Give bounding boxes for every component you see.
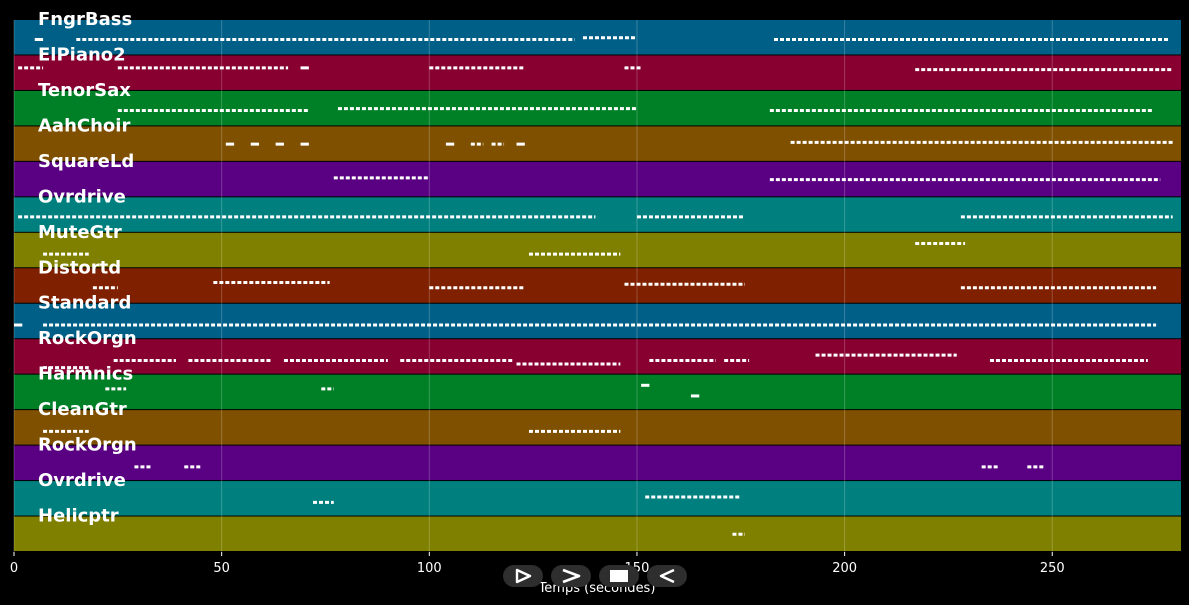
track-label: RockOrgn [38, 435, 137, 456]
track-label: FngrBass [38, 9, 132, 30]
x-tick-label: 50 [213, 561, 230, 576]
track-lane [14, 481, 1181, 516]
x-tick-label: 250 [1040, 561, 1065, 576]
track-lane [14, 410, 1181, 445]
play-icon [515, 568, 532, 584]
stop-button[interactable] [599, 565, 639, 587]
track-label: Ovrdrive [38, 470, 126, 491]
track-lane [14, 445, 1181, 481]
stop-icon [610, 570, 628, 582]
track-label: TenorSax [38, 80, 131, 101]
track-label: SquareLd [38, 151, 134, 172]
x-axis: 0 50 100 150 200 250 [10, 552, 1065, 576]
x-tick-label: 200 [832, 561, 857, 576]
forward-icon [562, 568, 581, 584]
track-lane [14, 303, 1181, 339]
track-labels: FngrBass ElPiano2 TenorSax AahChoir SquareLd… [38, 9, 137, 527]
note-events [14, 36, 1173, 536]
track-label: Distortd [38, 257, 121, 278]
track-lane [14, 516, 1181, 551]
track-label: CleanGtr [38, 399, 127, 420]
playback-controls [503, 565, 687, 587]
track-lane [14, 197, 1181, 232]
track-lane [14, 374, 1181, 410]
back-button[interactable] [647, 565, 687, 587]
x-tick-label: 100 [417, 561, 442, 576]
back-icon [659, 568, 675, 584]
track-label: MuteGtr [38, 222, 122, 243]
track-lane [14, 126, 1181, 161]
track-label: Ovrdrive [38, 186, 126, 207]
track-label: ElPiano2 [38, 44, 126, 65]
track-lane [14, 339, 1181, 374]
x-tick-label: 0 [10, 561, 18, 576]
forward-button[interactable] [551, 565, 591, 587]
track-lane [14, 55, 1181, 90]
track-label: Harmnics [38, 364, 133, 385]
track-label: Standard [38, 293, 131, 314]
track-label: AahChoir [38, 115, 130, 136]
play-button[interactable] [503, 565, 543, 587]
track-lanes [14, 20, 1181, 551]
track-lane [14, 268, 1181, 303]
track-label: Helicptr [38, 506, 119, 527]
track-lane [14, 232, 1181, 268]
track-label: RockOrgn [38, 328, 137, 349]
